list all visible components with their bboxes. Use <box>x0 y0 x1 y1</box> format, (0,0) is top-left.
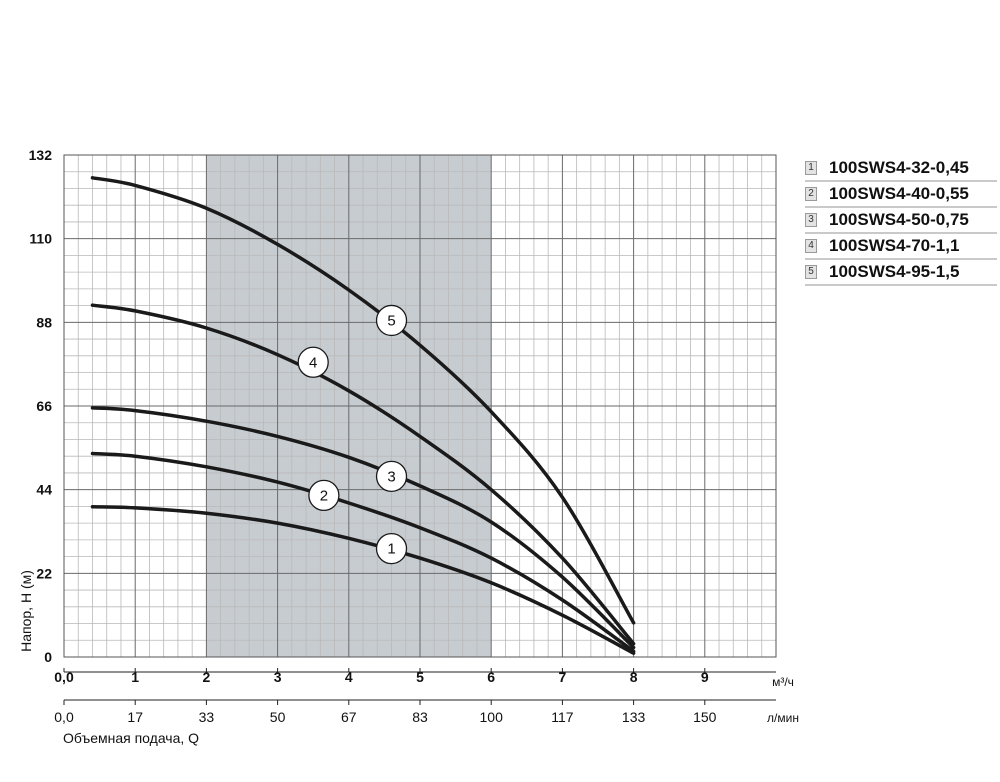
y-tick-label: 0 <box>44 649 52 665</box>
x2-tick-label: 150 <box>693 709 717 725</box>
curve-marker-circle <box>308 479 340 512</box>
curve-marker-label: 3 <box>387 468 395 485</box>
x2-tick-label: 83 <box>412 709 428 725</box>
curve-marker-3: 3 <box>375 460 408 493</box>
legend-item-1: 1 100SWS4-32-0,45 <box>805 156 997 182</box>
x-tick-label: 8 <box>630 669 638 685</box>
curve-marker-circle <box>375 304 408 337</box>
x-tick-label: 1 <box>131 669 139 685</box>
x-tick-label: 7 <box>559 669 567 685</box>
curve-marker-5: 5 <box>375 304 408 337</box>
curve-series-3 <box>90 406 636 650</box>
x2-tick-label: 50 <box>270 709 286 725</box>
curve-marker-label: 2 <box>320 487 328 504</box>
legend-item-2: 2 100SWS4-40-0,55 <box>805 182 997 208</box>
curve-series-1 <box>90 505 636 655</box>
legend-item-3: 3 100SWS4-50-0,75 <box>805 208 997 234</box>
y-axis-label: Напор, Н (м) <box>18 570 34 652</box>
x-tick-label: 9 <box>701 669 709 685</box>
x2-tick-label: 67 <box>341 709 357 725</box>
y-tick-label: 66 <box>36 398 52 414</box>
curve-marker-label: 4 <box>309 354 317 371</box>
x-tick-label: 4 <box>345 669 353 685</box>
legend-item-4: 4 100SWS4-70-1,1 <box>805 234 997 260</box>
legend: 1 100SWS4-32-0,45 2 100SWS4-40-0,55 3 100SWS4… <box>805 156 997 286</box>
x-tick-label: 3 <box>274 669 282 685</box>
legend-item-label: 100SWS4-70-1,1 <box>829 236 960 255</box>
legend-item-number: 2 <box>805 187 817 201</box>
legend-item-label: 100SWS4-40-0,55 <box>829 184 969 203</box>
y-tick-label: 110 <box>29 231 52 247</box>
curve-marker-circle <box>297 346 329 378</box>
plot-frame <box>63 154 777 658</box>
curve-marker-circle <box>375 460 408 493</box>
curve-series-2 <box>90 451 636 654</box>
x2-tick-label: 133 <box>622 709 646 725</box>
legend-item-number: 1 <box>805 161 817 175</box>
x2-axis-unit-label: л/мин <box>767 711 799 725</box>
curve-marker-1: 1 <box>375 532 408 565</box>
legend-item-5: 5 100SWS4-95-1,5 <box>805 260 997 286</box>
legend-item-number: 4 <box>805 239 817 253</box>
x2-tick-label: 117 <box>551 709 574 725</box>
x2-tick-label: 0,0 <box>54 709 74 725</box>
x-tick-label: 5 <box>416 669 424 685</box>
legend-item-label: 100SWS4-95-1,5 <box>829 262 960 281</box>
legend-item-number: 3 <box>805 213 817 227</box>
x-tick-label: 6 <box>487 669 495 685</box>
curve-marker-4: 4 <box>297 346 329 378</box>
curve-marker-circle <box>375 532 408 565</box>
x-axis-label: Объемная подача, Q <box>63 730 199 746</box>
curve-series-4 <box>90 303 636 646</box>
y-tick-label: 132 <box>29 147 53 163</box>
y-tick-label: 44 <box>36 482 52 498</box>
x2-tick-label: 100 <box>480 709 504 725</box>
curve-marker-2: 2 <box>308 479 340 512</box>
legend-item-label: 100SWS4-32-0,45 <box>829 158 969 177</box>
y-tick-label: 88 <box>36 314 52 330</box>
curve-marker-label: 5 <box>387 312 395 329</box>
legend-item-number: 5 <box>805 265 817 279</box>
curve-series-5 <box>90 176 636 625</box>
x-axis-unit-label: м³/ч <box>772 675 794 689</box>
legend-item-label: 100SWS4-50-0,75 <box>829 210 969 229</box>
x-tick-label: 2 <box>203 669 211 685</box>
y-tick-label: 22 <box>36 565 52 581</box>
x2-tick-label: 17 <box>127 709 143 725</box>
curve-marker-label: 1 <box>387 541 395 558</box>
x2-tick-label: 33 <box>199 709 215 725</box>
x-tick-label: 0,0 <box>54 669 74 685</box>
